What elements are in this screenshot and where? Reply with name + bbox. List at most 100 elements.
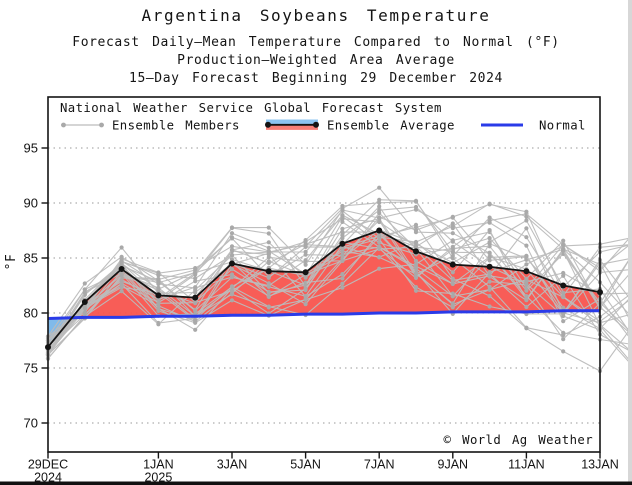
chart-subtitle-line1: Forecast Daily–Mean Temperature Compared… — [72, 35, 559, 50]
ensemble-member-dot — [229, 244, 235, 249]
ensemble-member-dot — [487, 271, 492, 276]
ensemble-member-dot — [229, 275, 235, 280]
x-tick-label: 13JAN — [581, 458, 619, 472]
ensemble-member-dot — [340, 219, 345, 224]
ensemble-member-dot — [377, 210, 382, 216]
ensemble-member-dot — [340, 249, 345, 254]
ensemble-member-dot — [524, 226, 529, 231]
ensemble-member-dot — [229, 298, 235, 303]
ensemble-member-dot — [487, 202, 492, 207]
ensemble-average-marker-band-bottom — [266, 124, 318, 130]
ensemble-member-dot — [450, 305, 455, 310]
ensemble-member-dot — [193, 327, 198, 332]
ensemble-member-dot — [82, 281, 87, 286]
ensemble-member-dot — [193, 308, 198, 313]
ensemble-member-dot — [450, 238, 455, 243]
ensemble-member-dot — [524, 214, 529, 219]
ensemble-member-dot — [561, 290, 566, 295]
ensemble-member-dot — [487, 254, 492, 259]
ensemble-member-dot — [561, 305, 566, 310]
ensemble-member-dot — [487, 236, 492, 241]
ensemble-member-dot — [413, 264, 419, 269]
ensemble-member-dot — [82, 290, 87, 295]
ensemble-member-dot — [303, 302, 308, 307]
ensemble-member-dot — [450, 231, 455, 236]
ensemble-average-dot — [192, 294, 199, 301]
ensemble-member-dot — [119, 245, 124, 250]
y-tick-label: 75 — [24, 361, 38, 376]
ensemble-member-dot — [266, 304, 271, 309]
ensemble-members-marker-dot — [61, 122, 66, 128]
ensemble-member-dot — [340, 216, 345, 221]
ensemble-member-dot — [487, 241, 492, 246]
ensemble-member-dot — [303, 252, 308, 257]
ensemble-member-dot — [561, 337, 566, 342]
y-tick-label: 85 — [24, 251, 38, 266]
ensemble-member-dot — [266, 281, 271, 286]
ensemble-member-dot — [487, 258, 492, 263]
ensemble-member-dot — [413, 271, 419, 276]
ensemble-member-dot — [450, 250, 455, 255]
ensemble-member-dot — [119, 289, 124, 294]
y-tick-label: 70 — [24, 416, 38, 431]
ensemble-member-dot — [303, 262, 308, 267]
ensemble-member-dot — [229, 235, 235, 240]
ensemble-member-dot — [377, 234, 382, 239]
legend-header: National Weather Service Global Forecast… — [60, 101, 442, 115]
ensemble-average-dot — [81, 299, 88, 305]
ensemble-average-line — [47, 229, 601, 348]
ensemble-member-dot — [524, 262, 529, 267]
x-tick-label: 7JAN — [364, 458, 395, 472]
chart-subtitle-line3: 15–Day Forecast Beginning 29 December 20… — [129, 71, 503, 86]
ensemble-member-dot — [266, 240, 271, 245]
ensemble-member-dot — [229, 225, 235, 230]
ensemble-member-dot — [193, 300, 198, 305]
ensemble-member-dot — [156, 306, 161, 311]
ensemble-average-dot — [229, 260, 235, 267]
ensemble-member-dot — [524, 297, 529, 302]
legend-item-ensemble-members: Ensemble Members — [112, 119, 240, 133]
ensemble-member-dot — [450, 253, 455, 259]
ensemble-member-dot — [487, 304, 492, 309]
ensemble-member-dot — [156, 301, 161, 306]
ensemble-average-dot — [523, 268, 530, 275]
bottom-edge-strip — [0, 481, 632, 485]
plot-frame — [47, 96, 601, 453]
ensemble-member-dot — [303, 294, 308, 299]
ensemble-member-dot — [561, 319, 566, 324]
ensemble-member-dot — [229, 247, 235, 252]
ensemble-member-dot — [193, 276, 198, 281]
ensemble-member-dot — [303, 239, 308, 244]
ensemble-member-dot — [303, 283, 308, 288]
ensemble-member-dot — [450, 281, 455, 286]
ensemble-member-dot — [413, 285, 419, 290]
normal-line-layer — [47, 309, 600, 320]
ensemble-member-dot — [229, 231, 235, 236]
y-tick-label: 90 — [24, 196, 38, 211]
y-axis-unit-label: °F — [4, 254, 19, 271]
ensemble-average-dot — [265, 268, 272, 275]
ensemble-member-dot — [340, 281, 345, 286]
ensemble-member-dot — [340, 226, 345, 231]
x-tick-label: 29DEC — [28, 458, 68, 472]
y-tick-label: 95 — [24, 141, 38, 156]
ensemble-member-dot — [340, 230, 345, 235]
ensemble-member-dot — [340, 272, 345, 277]
ensemble-average-marker-band-top — [266, 119, 318, 125]
ensemble-member-dot — [487, 293, 492, 299]
ensemble-member-dot — [377, 215, 382, 220]
ensemble-member-dot — [524, 235, 529, 240]
ensemble-member-dot — [340, 285, 345, 290]
ensemble-member-dot — [413, 258, 419, 264]
ensemble-member-dot — [377, 245, 382, 250]
ensemble-member-dot — [487, 279, 492, 284]
ensemble-average-dot — [413, 248, 419, 255]
ensemble-member-dot — [413, 244, 419, 249]
ensemble-member-dot — [340, 252, 345, 257]
ensemble-member-dot — [266, 275, 271, 280]
ensemble-member-dot — [524, 282, 529, 287]
